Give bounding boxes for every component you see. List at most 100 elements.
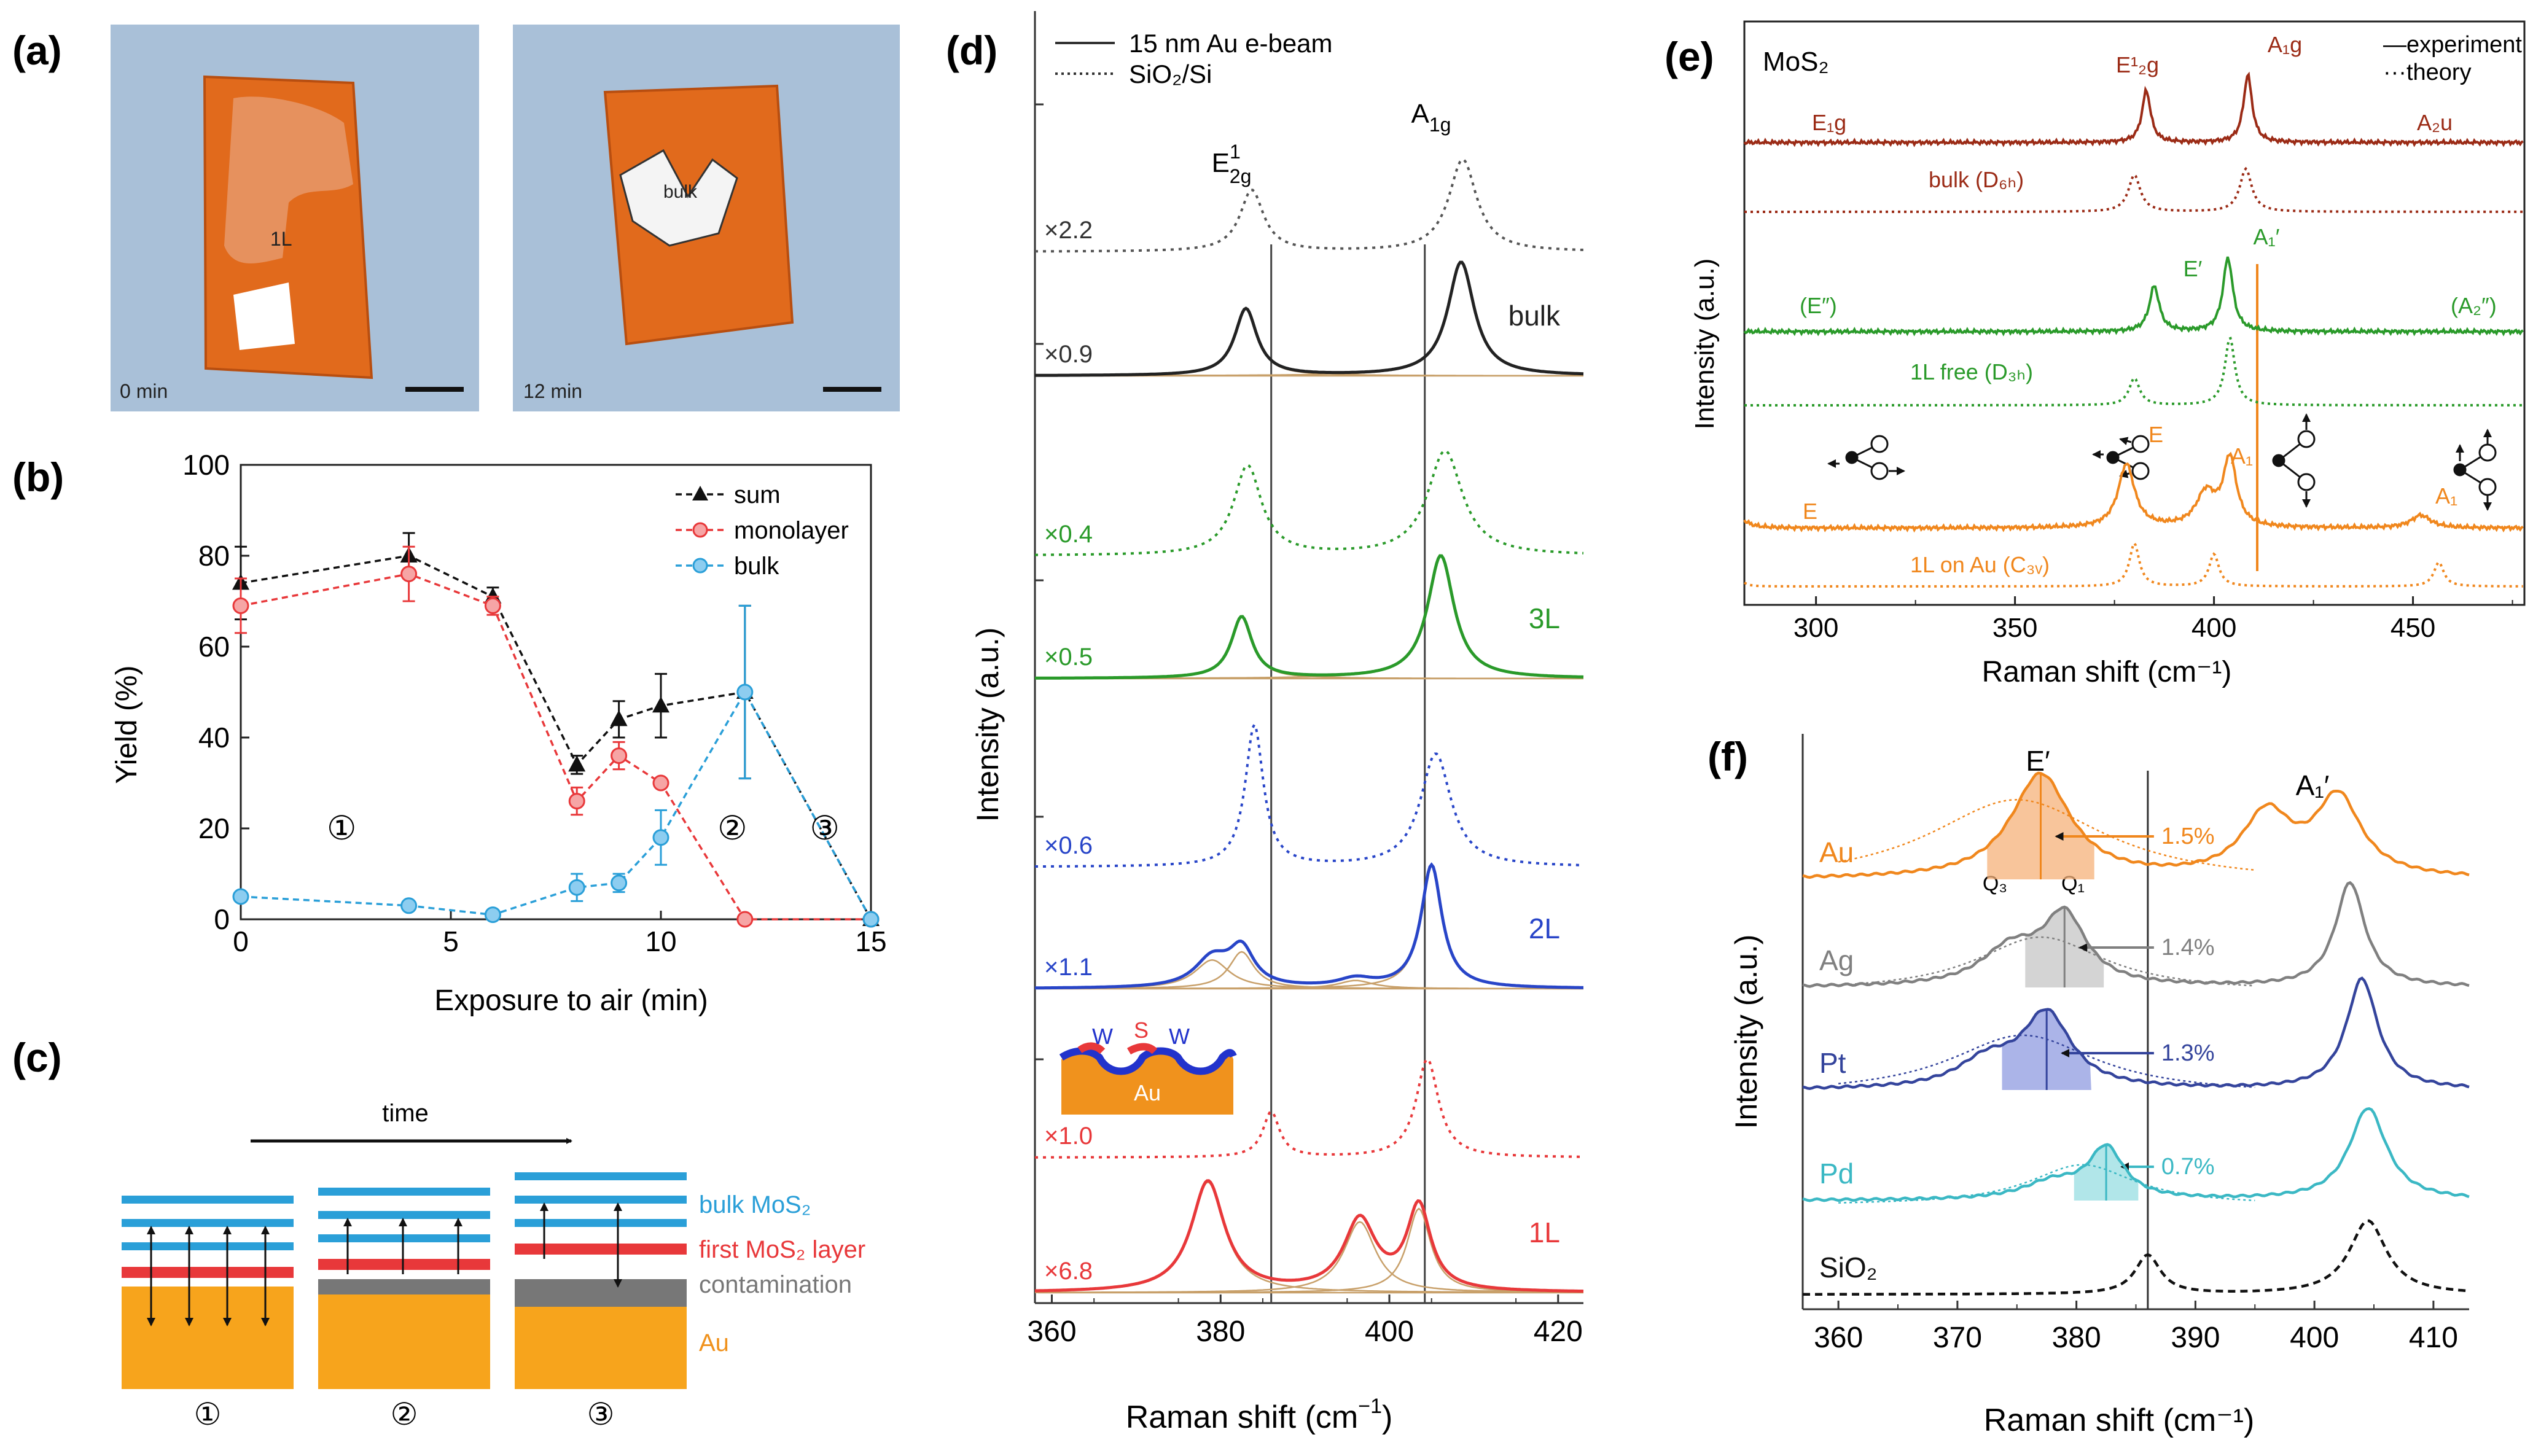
chart-d-xtick-label: 360 bbox=[1027, 1315, 1076, 1348]
label-e2g: E¹₂g bbox=[2116, 52, 2159, 77]
chart-f-series-label: Ag bbox=[1819, 944, 1854, 976]
photo-12min: bulk 12 min bbox=[513, 25, 900, 411]
chart-b-region-label: ③ bbox=[810, 810, 840, 847]
chart-d-scale-label: ×1.1 bbox=[1044, 954, 1093, 981]
diagram-c-layers: time bulk MoS₂ first MoS₂ layer contamin… bbox=[122, 1100, 865, 1431]
legend-au-ebeam: 15 nm Au e-beam bbox=[1129, 29, 1333, 58]
chart-b-legend-marker bbox=[692, 486, 708, 500]
chart-f-spectrum-SiO₂ bbox=[1803, 1219, 2470, 1296]
chart-b-point-monolayer bbox=[652, 774, 669, 792]
chart-f-series-label: Pd bbox=[1819, 1158, 1854, 1189]
chart-d-scale-label: ×0.6 bbox=[1044, 832, 1093, 859]
chart-d-raman: Intensity (a.u.) Raman shift (cm−1) 15 n… bbox=[970, 11, 1584, 1435]
chart-b-point-monolayer bbox=[568, 793, 585, 810]
chart-d-ylabel: Intensity (a.u.) bbox=[970, 628, 1005, 822]
panel-label-d: (d) bbox=[946, 28, 997, 73]
chart-d-xlabel: Raman shift (cm−1) bbox=[1126, 1395, 1393, 1435]
chart-b-ytick-label: 100 bbox=[182, 449, 230, 481]
inset-w-right: W bbox=[1169, 1024, 1190, 1049]
chart-b-point-bulk bbox=[232, 888, 249, 905]
chart-b-ytick-label: 80 bbox=[198, 540, 230, 572]
label-free-theory: 1L free (D₃ₕ) bbox=[1910, 359, 2033, 384]
chart-d-fit-component bbox=[1034, 308, 1583, 377]
chart-b-frame bbox=[240, 464, 872, 921]
photo-12min-flake-label: bulk bbox=[663, 182, 698, 202]
chart-b-point-sum bbox=[652, 696, 669, 713]
chart-b-point-monolayer bbox=[611, 747, 628, 765]
stage-label: ③ bbox=[587, 1397, 615, 1431]
chart-d-spectrum-2L-SiO2 bbox=[1035, 722, 1584, 868]
chart-d-spectrum-2L-Au bbox=[1034, 862, 1583, 990]
panel-label-f: (f) bbox=[1708, 734, 1748, 779]
label-bulk-theory: bulk (D₆ₕ) bbox=[1929, 167, 2024, 192]
chart-d-xtick-label: 380 bbox=[1196, 1315, 1245, 1348]
chart-d-scale-label: ×6.8 bbox=[1044, 1258, 1093, 1285]
chart-d-spectrum-bulk-Au bbox=[1035, 260, 1584, 377]
chart-f-shift-label: 1.4% bbox=[2161, 935, 2215, 960]
stack-bulk-layer bbox=[122, 1196, 294, 1204]
chart-f-a1p-label: A₁′ bbox=[2296, 769, 2330, 801]
stack-bulk-layer bbox=[318, 1211, 490, 1219]
stack-bulk-layer bbox=[515, 1219, 687, 1227]
chart-f-ylabel: Intensity (a.u.) bbox=[1729, 935, 1763, 1129]
chart-d-fit-component bbox=[1035, 555, 1584, 679]
stack-bulk-layer bbox=[515, 1172, 687, 1180]
panel-label-a: (a) bbox=[12, 28, 62, 73]
chart-b-line-monolayer bbox=[240, 572, 871, 921]
photo-0min-flake-label: 1L bbox=[270, 228, 292, 250]
chart-d-scale-label: ×0.4 bbox=[1044, 521, 1093, 548]
stack-bulk-layer bbox=[318, 1188, 490, 1196]
chart-f-xtick-label: 380 bbox=[2052, 1322, 2101, 1354]
chart-f-xtick-label: 360 bbox=[1814, 1322, 1863, 1354]
photo-0min-time: 0 min bbox=[120, 380, 168, 402]
stack-bulk-layer bbox=[515, 1196, 687, 1204]
chart-b-legend-label: monolayer bbox=[734, 517, 849, 544]
chart-f-ep-label: E′ bbox=[2026, 745, 2050, 777]
chart-f-series-label: Au bbox=[1819, 836, 1854, 868]
legend-bulk-mos2: bulk MoS₂ bbox=[699, 1191, 811, 1218]
chart-d-series-label: 1L bbox=[1529, 1217, 1560, 1248]
chart-b-point-bulk bbox=[568, 879, 585, 896]
chart-e-spectrum-1L-on-Au-experiment bbox=[1743, 451, 2524, 533]
chart-d-spectrum-3L-Au bbox=[1035, 554, 1584, 680]
chart-b-point-bulk bbox=[611, 874, 628, 892]
chart-d-spectrum-3L-SiO2 bbox=[1035, 449, 1584, 556]
chart-f-spectrum-Ag bbox=[1802, 881, 2470, 988]
stage-label: ① bbox=[194, 1397, 222, 1431]
time-arrow-label: time bbox=[382, 1100, 429, 1127]
inset-au-wrinkle: W S W Au bbox=[1059, 1018, 1237, 1115]
chart-e-xtick-label: 400 bbox=[2191, 613, 2236, 643]
chart-b-legend-marker bbox=[692, 558, 708, 574]
chart-d-series-label: 2L bbox=[1529, 913, 1560, 944]
chart-b-region-label: ① bbox=[327, 810, 356, 847]
chart-b-point-bulk bbox=[484, 906, 501, 924]
chart-d-fit-component bbox=[1035, 1207, 1584, 1294]
chart-e-xtick-label: 300 bbox=[1793, 613, 1838, 643]
photo-0min: 1L 0 min bbox=[111, 25, 479, 411]
legend-sio2si: SiO₂/Si bbox=[1129, 60, 1212, 88]
chart-b-ytick-label: 0 bbox=[214, 903, 230, 935]
inset-au: Au bbox=[1134, 1080, 1161, 1105]
label-epp: (E″) bbox=[1800, 293, 1837, 318]
stack-au bbox=[318, 1294, 490, 1389]
legend-contamination: contamination bbox=[699, 1271, 852, 1298]
legend-first-layer: first MoS₂ layer bbox=[699, 1236, 865, 1263]
stack-first-layer bbox=[122, 1267, 294, 1278]
chart-e-xlabel: Raman shift (cm⁻¹) bbox=[1982, 656, 2232, 688]
chart-e-xtick-label: 450 bbox=[2391, 613, 2435, 643]
chart-b-legend-label: sum bbox=[734, 481, 781, 508]
chart-d-spectrum-1L-SiO2 bbox=[1035, 1058, 1583, 1159]
chart-e-raman-theory: MoS₂ —experiment ···theory Intensity (a.… bbox=[1690, 20, 2526, 688]
chart-d-series-label: bulk bbox=[1508, 300, 1561, 332]
mode-sketches bbox=[1827, 413, 2497, 511]
chart-d-xtick-label: 420 bbox=[1534, 1315, 1583, 1348]
stack-au bbox=[122, 1287, 294, 1389]
chart-d-series-label: 3L bbox=[1529, 602, 1560, 634]
chart-d-scale-label: ×0.9 bbox=[1044, 341, 1093, 368]
chart-b-point-monolayer bbox=[232, 597, 249, 614]
chart-b-xtick-label: 5 bbox=[443, 925, 459, 957]
chart-f-spectrum-Pt bbox=[1802, 976, 2470, 1090]
peak-label-e2g: E1 2g bbox=[1212, 141, 1252, 187]
chart-f-fit-dotted bbox=[1838, 799, 2255, 871]
